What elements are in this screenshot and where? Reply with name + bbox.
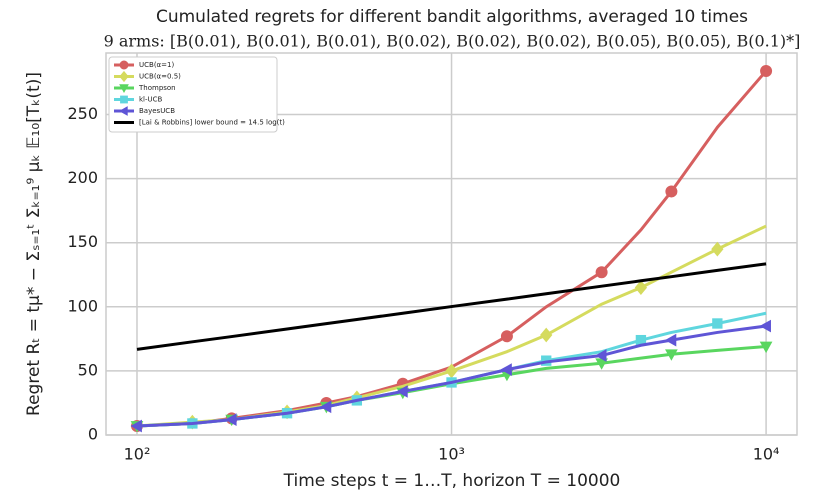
y-axis-label: Regret Rₜ = tμ* − Σₛ₌₁ᵗ Σₖ₌₁⁹ μₖ 𝔼₁₀[Tₖ(… [24,72,44,416]
y-tick-label: 150 [67,232,98,251]
y-tick-label: 200 [67,168,98,187]
x-tick-label: 10⁴ [753,445,780,464]
marker [665,185,678,198]
marker [130,419,142,433]
legend-box [108,56,278,133]
legend-label: Thompson [138,84,176,92]
x-tick-label: 10² [124,445,151,464]
marker [119,84,129,94]
marker [759,319,771,333]
marker [595,349,607,362]
line [136,324,767,428]
marker [396,385,408,398]
marker [120,95,128,104]
marker [225,413,237,426]
marker [711,241,724,257]
marker [595,266,608,279]
marker [540,327,553,343]
x-axis-label: Time steps t = 1…T, horizon T = 10000 [283,471,621,491]
x-tick-label: 10³ [438,445,465,464]
marker [760,64,773,77]
marker [319,400,332,414]
line [136,262,767,351]
legend-label: UCB(α=1) [139,61,174,69]
marker [634,280,648,295]
y-tick-label: 0 [88,425,98,444]
marker [119,60,129,70]
y-tick-label: 50 [78,360,98,379]
marker [665,349,678,361]
legend-label: UCB(α=0.5) [139,73,181,81]
marker [759,341,773,354]
legend-label: kl-UCB [139,96,163,104]
legend-label: [Lai & Robbins] lower bound = 14.5 log(t… [139,119,285,127]
chart-subtitle: 9 arms: [B(0.01), B(0.01), B(0.01), B(0.… [104,32,801,51]
chart-title: Cumulated regrets for different bandit a… [156,7,748,27]
marker [712,318,723,329]
marker [500,330,513,343]
legend-label: BayesUCB [139,107,175,115]
marker [119,70,129,83]
y-tick-label: 100 [67,296,98,315]
marker [664,333,677,347]
y-tick-label: 250 [67,104,98,123]
marker [118,106,128,116]
marker [500,363,512,376]
